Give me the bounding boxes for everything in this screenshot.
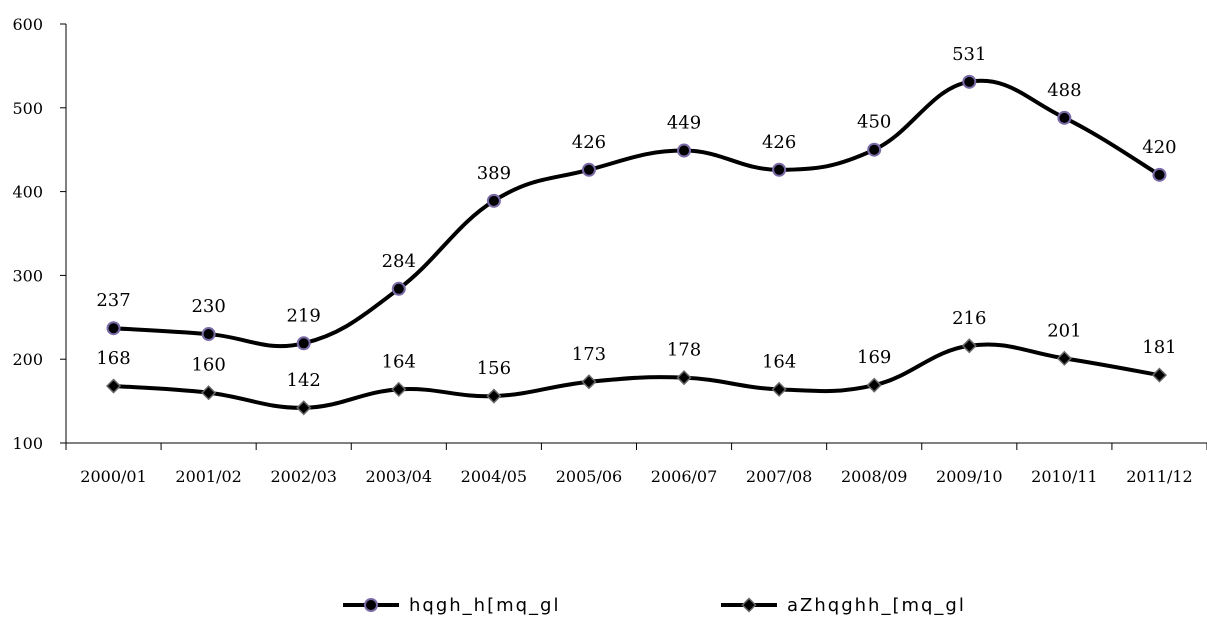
x-tick-label: 2003/04 <box>366 467 432 486</box>
data-point <box>201 327 216 342</box>
data-label: 201 <box>1047 320 1081 341</box>
legend-label: hqgh_h[mq_gl <box>409 595 561 616</box>
x-tick-label: 2007/08 <box>746 467 812 486</box>
data-point <box>1056 350 1072 366</box>
data-label: 169 <box>857 347 891 368</box>
y-tick-label: 300 <box>12 266 43 285</box>
data-label: 142 <box>287 370 321 391</box>
y-tick-label: 600 <box>12 15 43 34</box>
x-tick-label: 2010/11 <box>1031 467 1097 486</box>
series-1 <box>106 74 1167 351</box>
x-tick-label: 2000/01 <box>80 467 146 486</box>
series-2 <box>105 338 1168 416</box>
data-point <box>486 193 501 208</box>
x-tick-label: 2001/02 <box>175 467 241 486</box>
data-point <box>867 142 882 157</box>
legend-marker <box>741 597 757 613</box>
x-tick-label: 2005/06 <box>556 467 622 486</box>
y-tick-label: 200 <box>12 350 43 369</box>
data-label: 237 <box>96 290 130 311</box>
data-label: 160 <box>191 355 225 376</box>
data-label: 164 <box>382 351 416 372</box>
y-tick-label: 500 <box>12 99 43 118</box>
legend-item: aZhqghh_[mq_gl <box>721 595 966 616</box>
data-label: 173 <box>572 344 606 365</box>
data-label: 284 <box>382 251 416 272</box>
data-label: 219 <box>287 305 321 326</box>
data-label: 420 <box>1142 137 1176 158</box>
x-tick-label: 2011/12 <box>1126 467 1192 486</box>
data-point <box>962 74 977 89</box>
data-point <box>676 370 692 386</box>
data-point <box>1152 167 1167 182</box>
data-label: 426 <box>762 132 796 153</box>
y-tick-label: 100 <box>12 434 43 453</box>
legend-label: aZhqghh_[mq_gl <box>787 595 966 616</box>
data-label: 389 <box>477 163 511 184</box>
data-label: 449 <box>667 113 701 134</box>
data-label: 531 <box>952 44 986 65</box>
data-label: 216 <box>952 308 986 329</box>
legend-item: hqgh_h[mq_gl <box>343 595 561 616</box>
data-point <box>296 336 311 351</box>
data-point <box>105 378 122 394</box>
axes: 100 200 300 400 500 600 2000/01 2001/02 2002/03 2… <box>12 15 1207 486</box>
data-point <box>106 321 121 336</box>
data-label: 164 <box>762 351 796 372</box>
data-point <box>1151 367 1168 383</box>
data-point <box>581 374 597 390</box>
data-label: 488 <box>1047 80 1081 101</box>
data-point <box>772 162 787 177</box>
data-label: 230 <box>191 296 225 317</box>
series-line <box>111 342 1162 410</box>
data-point <box>1057 110 1072 125</box>
data-point <box>296 400 312 416</box>
legend-marker <box>364 598 378 612</box>
legend: hqgh_h[mq_gl aZhqghh_[mq_gl <box>343 595 966 616</box>
data-point <box>486 388 502 404</box>
data-point <box>677 143 692 158</box>
data-label: 168 <box>96 348 130 369</box>
x-tick-label: 2002/03 <box>270 467 336 486</box>
x-tick-label: 2008/09 <box>841 467 907 486</box>
data-point <box>866 377 882 393</box>
data-point <box>391 381 407 397</box>
data-point <box>391 281 406 296</box>
series-layer <box>105 74 1168 416</box>
x-tick-label: 2006/07 <box>651 467 717 486</box>
data-labels: 237 230 219 284 389 426 449 426 450 531 488 420 168 1… <box>96 44 1176 391</box>
data-point <box>581 162 596 177</box>
x-tick-label: 2009/10 <box>936 467 1002 486</box>
y-tick-label: 400 <box>12 183 43 202</box>
series-line <box>111 78 1162 349</box>
data-label: 181 <box>1142 337 1176 358</box>
data-point <box>771 381 787 397</box>
data-label: 178 <box>667 340 701 361</box>
data-point <box>961 338 977 354</box>
data-label: 426 <box>572 132 606 153</box>
data-label: 156 <box>477 358 511 379</box>
data-label: 450 <box>857 112 891 133</box>
data-point <box>201 385 217 401</box>
x-tick-label: 2004/05 <box>461 467 527 486</box>
